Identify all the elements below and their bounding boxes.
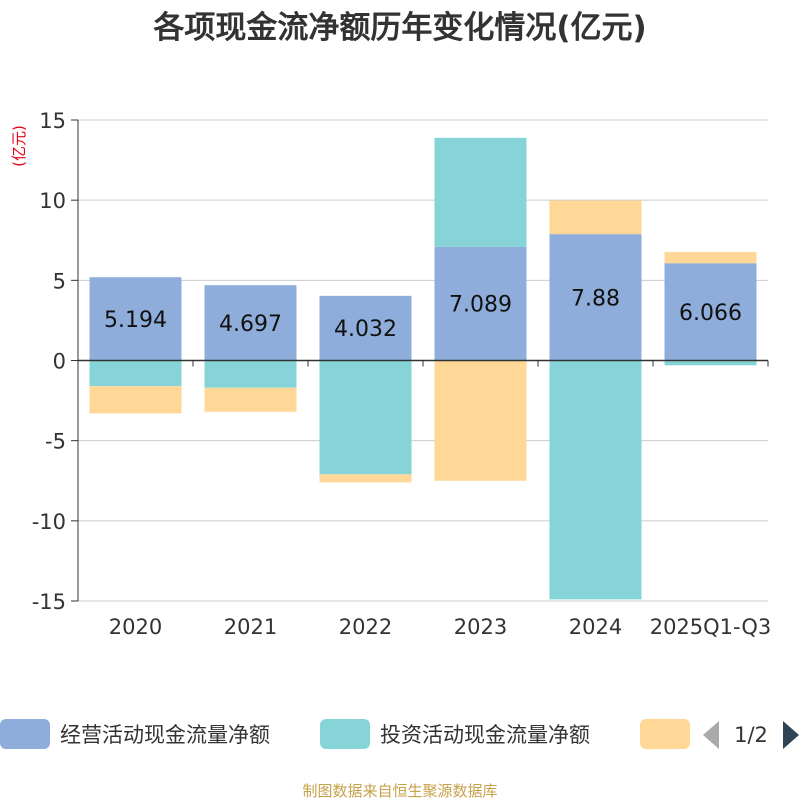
- axes: 15 10 5 0 -5 -10 -15 2020 2021 2022 2023 2024 2025Q1…: [32, 109, 772, 639]
- x-tick-label: 2023: [454, 615, 507, 639]
- x-tick-label: 2021: [224, 615, 277, 639]
- bar-1-2024: [549, 234, 642, 361]
- chart-title: 各项现金流净额历年变化情况(亿元): [152, 10, 646, 46]
- legend-label: 投资活动现金流量净额: [380, 723, 590, 747]
- y-axis-unit: (亿元): [10, 125, 28, 167]
- bar-1-2021: [204, 285, 297, 361]
- bar-3-2023: [434, 360, 527, 481]
- y-tick-label: -15: [32, 590, 66, 614]
- bar-2-2023: [434, 137, 527, 247]
- bar-3-2025Q1-Q3: [664, 252, 757, 264]
- bar-3-2022: [319, 474, 412, 483]
- y-tick-label: 10: [39, 189, 66, 213]
- y-tick-label: 5: [53, 269, 66, 293]
- bar-1-2020: [89, 277, 182, 361]
- y-tick-label: -5: [45, 430, 66, 454]
- bar-2-2021: [204, 360, 297, 388]
- legend-swatch-3: [640, 719, 690, 749]
- legend-page-indicator: 1/2: [734, 723, 768, 747]
- x-tick-label: 2025Q1-Q3: [650, 615, 772, 639]
- data-label: 6.066: [679, 301, 742, 326]
- bar-3-2020: [89, 386, 182, 414]
- bar-1-2023: [434, 246, 527, 361]
- data-label: 4.032: [334, 317, 397, 342]
- bar-1-2022: [319, 295, 412, 361]
- legend-label: 经营活动现金流量净额: [60, 723, 270, 747]
- y-tick-label: 15: [39, 109, 66, 133]
- bars: [89, 137, 757, 600]
- legend-next-icon: [783, 721, 799, 749]
- legend: 经营活动现金流量净额 投资活动现金流量净额 1/2: [0, 719, 799, 749]
- legend-prev-icon: [703, 721, 719, 749]
- x-tick-label: 2024: [569, 615, 622, 639]
- legend-swatch-2: [320, 719, 370, 749]
- y-tick-label: -10: [32, 510, 66, 534]
- source-note: 制图数据来自恒生聚源数据库: [302, 782, 497, 800]
- y-tick-label: 0: [53, 350, 66, 374]
- bar-2-2024: [549, 360, 642, 600]
- data-label: 4.697: [219, 312, 282, 337]
- gridlines: [78, 119, 768, 602]
- x-tick-label: 2020: [109, 615, 162, 639]
- data-label: 7.089: [449, 293, 512, 318]
- data-labels: 5.194 4.697 4.032 7.089 7.88 6.066: [104, 286, 742, 342]
- x-tick-label: 2022: [339, 615, 392, 639]
- legend-swatch-1: [0, 719, 50, 749]
- bar-1-2025Q1-Q3: [664, 263, 757, 361]
- bar-2-2022: [319, 360, 412, 475]
- data-label: 5.194: [104, 308, 167, 333]
- bar-2-2025Q1-Q3: [664, 360, 757, 366]
- bar-3-2024: [549, 200, 642, 235]
- bar-2-2020: [89, 360, 182, 387]
- data-label: 7.88: [571, 286, 620, 311]
- bar-3-2021: [204, 387, 297, 412]
